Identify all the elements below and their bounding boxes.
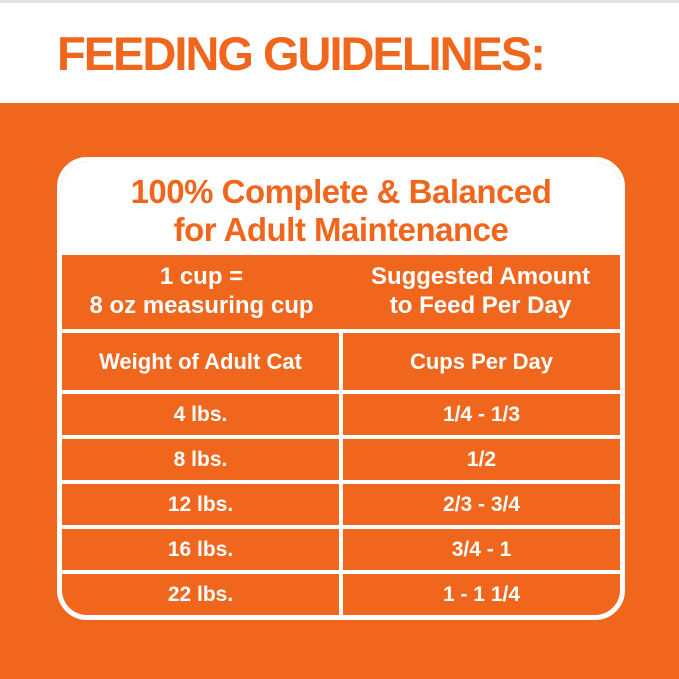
cup-measure-note: 1 cup = 8 oz measuring cup bbox=[62, 255, 341, 329]
orange-background: 100% Complete & Balanced for Adult Maint… bbox=[0, 103, 679, 679]
header-band: FEEDING GUIDELINES: bbox=[0, 3, 679, 103]
column-divider bbox=[339, 574, 343, 615]
row-separator bbox=[62, 525, 620, 529]
table-row: 8 lbs. 1/2 bbox=[62, 439, 620, 480]
column-divider bbox=[339, 394, 343, 435]
top-border-strip bbox=[0, 0, 679, 3]
row-separator bbox=[62, 390, 620, 394]
weight-cell: 12 lbs. bbox=[167, 492, 234, 516]
suggested-amount-note: Suggested Amount to Feed Per Day bbox=[341, 255, 620, 329]
panel-title-line2: for Adult Maintenance bbox=[173, 210, 509, 248]
column-header-cups: Cups Per Day bbox=[409, 348, 554, 374]
table-row: 22 lbs. 1 - 1 1/4 bbox=[62, 574, 620, 615]
table-row: 12 lbs. 2/3 - 3/4 bbox=[62, 484, 620, 525]
table-row: 4 lbs. 1/4 - 1/3 bbox=[62, 394, 620, 435]
column-header-weight: Weight of Adult Cat bbox=[99, 348, 302, 374]
page-title: FEEDING GUIDELINES: bbox=[57, 26, 546, 80]
column-header-row: Weight of Adult Cat Cups Per Day bbox=[62, 333, 620, 390]
row-separator bbox=[62, 570, 620, 574]
row-separator bbox=[62, 435, 620, 439]
suggested-amount-line1: Suggested Amount bbox=[370, 263, 591, 291]
cups-cell: 1/4 - 1/3 bbox=[442, 402, 521, 426]
panel-title: 100% Complete & Balanced for Adult Maint… bbox=[62, 162, 620, 255]
cups-cell: 1/2 bbox=[466, 447, 497, 471]
cups-cell: 2/3 - 3/4 bbox=[442, 492, 521, 516]
cups-cell: 1 - 1 1/4 bbox=[442, 582, 521, 606]
weight-cell: 22 lbs. bbox=[167, 582, 234, 606]
weight-cell: 16 lbs. bbox=[167, 537, 234, 561]
column-divider bbox=[339, 529, 343, 570]
panel-title-line1: 100% Complete & Balanced bbox=[130, 173, 552, 211]
row-separator bbox=[62, 480, 620, 484]
weight-cell: 8 lbs. bbox=[173, 447, 228, 471]
table-row: 16 lbs. 3/4 - 1 bbox=[62, 529, 620, 570]
column-divider bbox=[339, 439, 343, 480]
cups-cell: 3/4 - 1 bbox=[451, 537, 512, 561]
column-divider bbox=[339, 484, 343, 525]
column-divider bbox=[339, 333, 343, 390]
row-separator bbox=[62, 329, 620, 333]
suggested-amount-line2: to Feed Per Day bbox=[389, 292, 572, 319]
feeding-table-panel: 100% Complete & Balanced for Adult Maint… bbox=[57, 157, 625, 620]
cup-measure-line1: 1 cup = bbox=[159, 263, 244, 291]
info-row: 1 cup = 8 oz measuring cup Suggested Amo… bbox=[62, 255, 620, 329]
cup-measure-line2: 8 oz measuring cup bbox=[89, 292, 314, 319]
weight-cell: 4 lbs. bbox=[173, 402, 228, 426]
